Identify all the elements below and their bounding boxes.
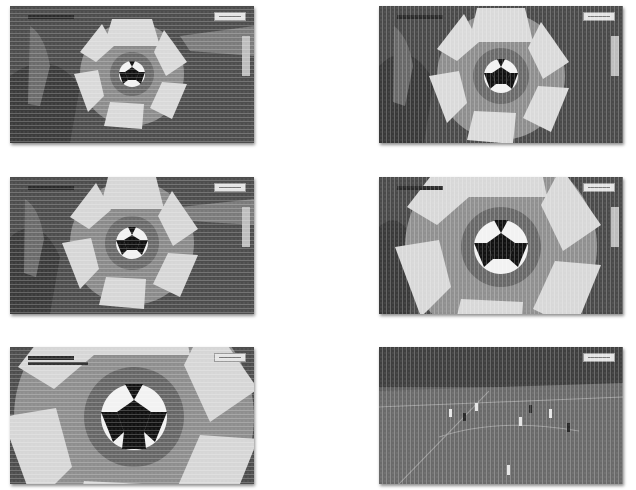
score-overlay <box>397 186 443 190</box>
broadcast-badge <box>583 353 615 362</box>
broadcast-badge <box>214 12 246 21</box>
thumbnail-frame-3[interactable] <box>10 177 254 314</box>
broadcast-badge <box>214 183 246 192</box>
broadcast-badge <box>583 12 615 21</box>
thumbnail-frame-4[interactable] <box>379 177 623 314</box>
thumbnail-frame-5[interactable] <box>10 347 254 484</box>
score-overlay <box>28 356 74 360</box>
logo-animation-frame <box>10 177 254 314</box>
logo-animation-frame <box>379 6 623 143</box>
thumbnail-frame-2[interactable] <box>379 6 623 143</box>
score-overlay-secondary <box>28 362 88 365</box>
stadium-pitch-frame <box>379 347 623 484</box>
score-overlay <box>28 15 74 19</box>
score-overlay <box>28 186 74 190</box>
logo-animation-frame <box>379 177 623 314</box>
logo-animation-frame <box>10 6 254 143</box>
logo-animation-frame <box>10 347 254 484</box>
broadcast-badge <box>583 183 615 192</box>
thumbnail-frame-1[interactable] <box>10 6 254 143</box>
score-overlay <box>397 15 443 19</box>
thumbnail-frame-6[interactable] <box>379 347 623 484</box>
broadcast-badge <box>214 353 246 362</box>
